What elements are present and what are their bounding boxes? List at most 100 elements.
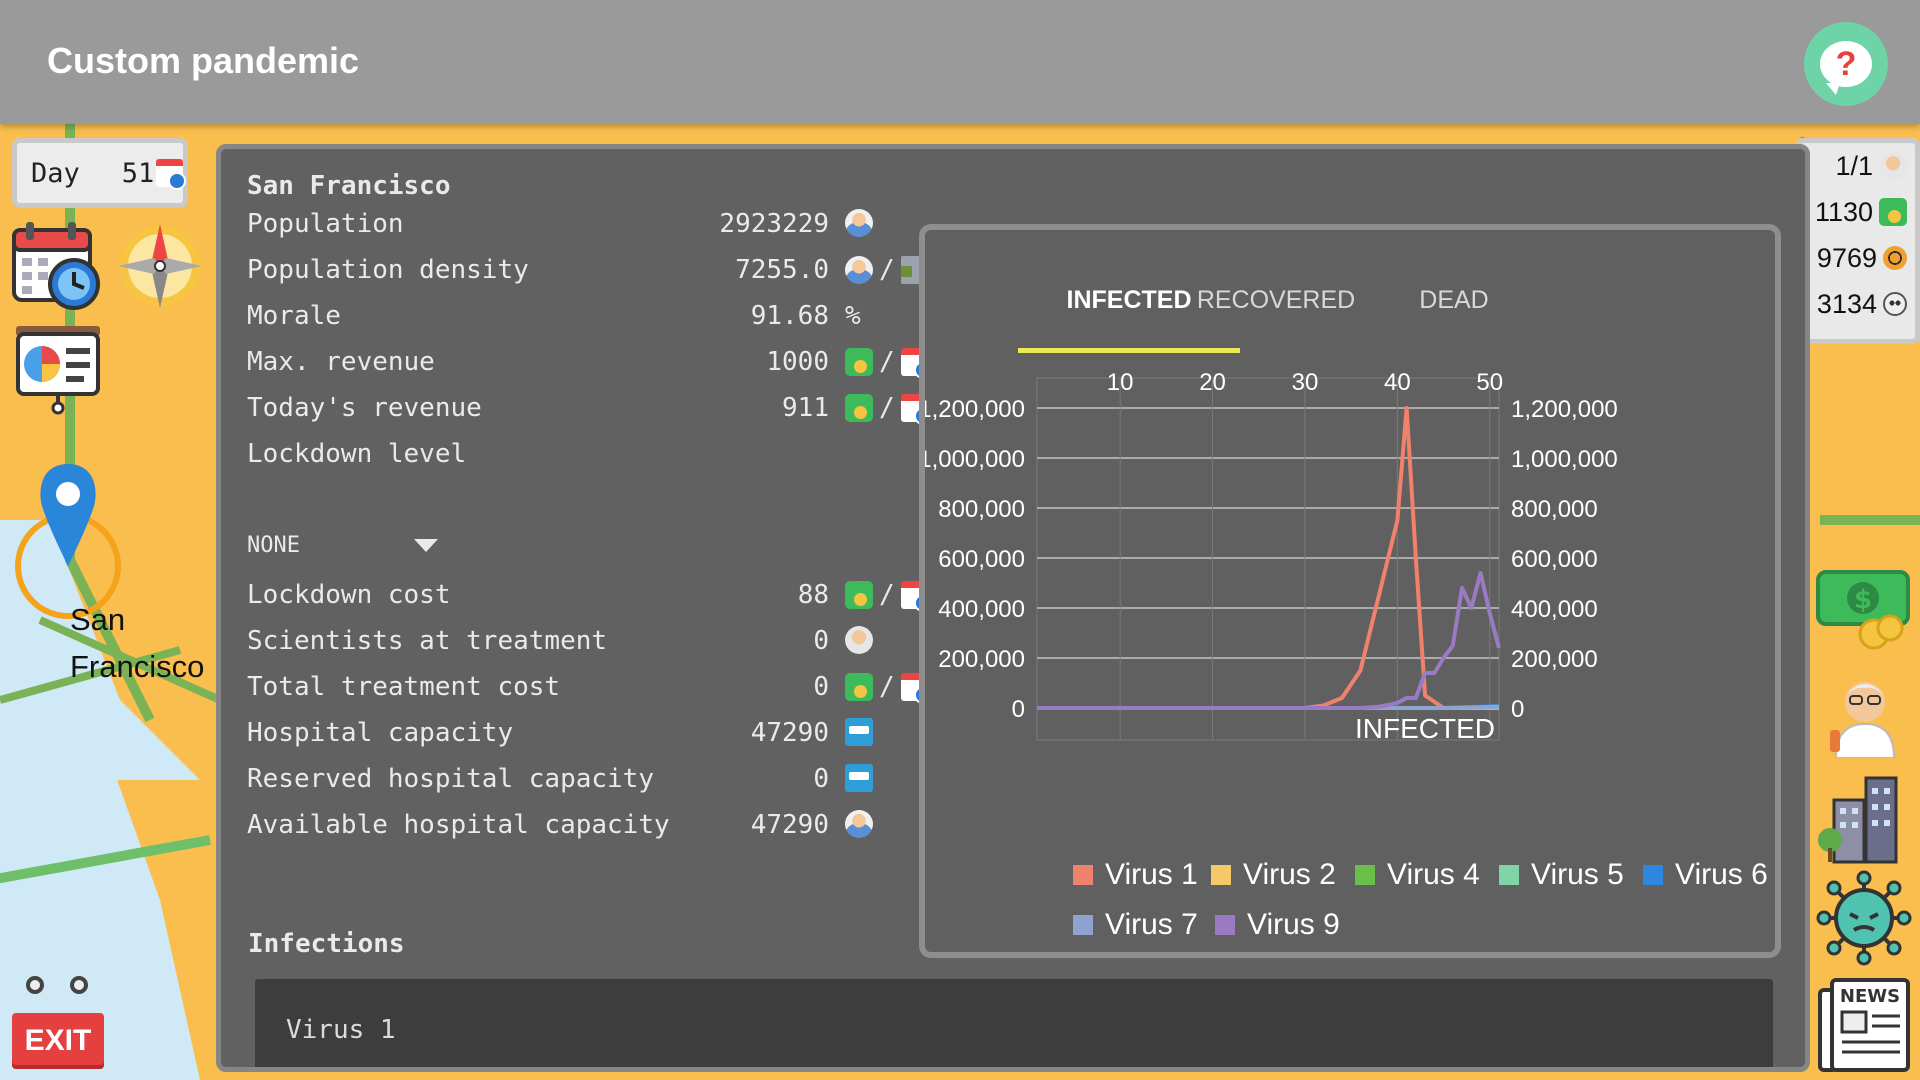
row-value: 0 xyxy=(813,764,829,794)
tab-recovered[interactable]: RECOVERED xyxy=(1196,286,1356,314)
legend-label: Virus 2 xyxy=(1243,858,1336,891)
row-label: Scientists at treatment xyxy=(247,626,608,656)
help-icon: ? xyxy=(1820,41,1872,95)
infection-item[interactable]: Virus 1 xyxy=(286,1015,396,1045)
y-tick-label-right: 1,000,000 xyxy=(1511,446,1618,473)
x-tick-label: 40 xyxy=(1384,369,1411,396)
exit-button[interactable]: EXIT xyxy=(12,1013,104,1069)
row-population: Population 2923229 xyxy=(247,209,937,255)
exit-sign-ring-left xyxy=(26,976,44,994)
city-label-line1: San xyxy=(70,602,126,637)
skull-icon xyxy=(1883,292,1907,316)
compass-icon[interactable] xyxy=(114,220,206,312)
row-label: Total treatment cost xyxy=(247,672,561,702)
statistics-board-icon[interactable] xyxy=(10,320,106,416)
row-label: Population xyxy=(247,209,404,239)
day-value: 51 xyxy=(121,157,155,189)
row-unit: / xyxy=(845,255,929,285)
lockdown-level-dropdown[interactable]: NONE xyxy=(247,525,438,565)
virus-icon[interactable] xyxy=(1816,870,1912,966)
y-tick-label-left: 0 xyxy=(1012,696,1025,723)
money-icon xyxy=(845,394,873,422)
day-counter: Day 51 xyxy=(12,138,188,208)
legend-item-virus-2: Virus 2 xyxy=(1211,858,1336,892)
legend-swatch xyxy=(1073,865,1093,885)
calendar-icon xyxy=(156,159,186,190)
row-hospital-capacity: Hospital capacity 47290 xyxy=(247,718,937,764)
row-label: Population density xyxy=(247,255,529,285)
dropdown-arrow-icon xyxy=(414,539,438,552)
city-details-dialog: San Francisco Population 2923229 Populat… xyxy=(216,144,1810,1072)
legend-item-virus-6: Virus 6 xyxy=(1643,858,1768,892)
infected-line-chart: 0 0 200,000 200,000 400,000 400,000 600,000 600… xyxy=(925,369,1618,744)
row-value: 1000 xyxy=(766,347,829,377)
legend-swatch xyxy=(1215,915,1235,935)
row-unit xyxy=(845,718,873,746)
y-tick-label-left: 1,200,000 xyxy=(925,396,1025,423)
row-max-revenue: Max. revenue 1000 / xyxy=(247,347,937,393)
stat-infected: 9769 xyxy=(1801,235,1915,281)
hospital-bed-icon xyxy=(845,718,873,746)
scientist-icon xyxy=(845,626,873,654)
row-unit xyxy=(845,626,873,654)
legend-swatch xyxy=(1355,865,1375,885)
row-value: 88 xyxy=(797,580,829,610)
y-tick-label-right: 800,000 xyxy=(1511,496,1598,523)
row-label: Reserved hospital capacity xyxy=(247,764,654,794)
help-button[interactable]: ? xyxy=(1804,22,1888,106)
y-tick-label-right: 200,000 xyxy=(1511,646,1598,673)
svg-text:$: $ xyxy=(1854,585,1872,615)
biohazard-icon xyxy=(1883,246,1907,270)
row-total-treatment-cost: Total treatment cost 0 / xyxy=(247,672,937,718)
tab-dead[interactable]: DEAD xyxy=(1419,286,1489,314)
global-stats-panel: 1/1 1130 9769 3134 xyxy=(1796,138,1920,344)
row-scientists-at-treatment: Scientists at treatment 0 xyxy=(247,626,937,672)
legend-item-virus-1: Virus 1 xyxy=(1073,858,1198,892)
legend-label: Virus 7 xyxy=(1105,908,1198,941)
app-title: Custom pandemic xyxy=(47,40,360,81)
row-value: 0 xyxy=(813,672,829,702)
percent-unit: % xyxy=(845,301,861,331)
y-tick-label-right: 600,000 xyxy=(1511,546,1598,573)
legend-swatch xyxy=(1499,865,1519,885)
money-icon xyxy=(845,348,873,376)
series-line-virus-1 xyxy=(1037,406,1499,710)
y-tick-label-right: 1,200,000 xyxy=(1511,396,1618,423)
stat-infected-value: 9769 xyxy=(1816,242,1877,273)
legend-item-virus-7: Virus 7 xyxy=(1073,908,1198,942)
tab-infected[interactable]: INFECTED xyxy=(1066,286,1192,314)
stat-scientists: 1/1 xyxy=(1801,143,1915,189)
row-unit xyxy=(845,764,873,792)
city-map-label: San Francisco xyxy=(70,596,204,690)
city-buildings-icon[interactable] xyxy=(1816,770,1912,866)
row-label: Available hospital capacity xyxy=(247,810,670,840)
people-icon xyxy=(845,810,873,838)
history-chart-panel: INFECTED RECOVERED DEAD 0 0 200,000 200,000… xyxy=(919,224,1781,958)
day-label: Day xyxy=(31,157,80,189)
row-morale: Morale 91.68 % xyxy=(247,301,937,347)
series-line-virus-9 xyxy=(1037,571,1501,710)
y-tick-label-left: 800,000 xyxy=(938,496,1025,523)
infections-list[interactable]: Virus 1 xyxy=(255,979,1773,1067)
legend-item-virus-5: Virus 5 xyxy=(1499,858,1624,892)
city-name: San Francisco xyxy=(247,171,451,201)
people-icon xyxy=(845,209,873,237)
news-icon[interactable]: NEWS xyxy=(1816,976,1912,1076)
stat-money-value: 1130 xyxy=(1814,196,1873,227)
svg-text:NEWS: NEWS xyxy=(1840,986,1900,1007)
stat-scientists-value: 1/1 xyxy=(1835,150,1873,181)
row-label: Morale xyxy=(247,301,341,331)
row-unit xyxy=(845,209,873,237)
scientist-button-icon[interactable] xyxy=(1822,672,1908,758)
infections-heading: Infections xyxy=(248,929,405,959)
row-unit: / xyxy=(845,347,932,379)
row-lockdown-cost: Lockdown cost 88 / xyxy=(247,580,937,626)
row-population-density: Population density 7255.0 / xyxy=(247,255,937,301)
row-value: 7255.0 xyxy=(735,255,829,285)
row-value: 2923229 xyxy=(719,209,829,239)
calendar-clock-icon[interactable] xyxy=(10,220,102,312)
row-value: 911 xyxy=(782,393,829,423)
row-todays-revenue: Today's revenue 911 / xyxy=(247,393,937,439)
money-cash-icon[interactable]: $ xyxy=(1814,566,1914,652)
city-location-pin-icon[interactable] xyxy=(12,462,124,622)
